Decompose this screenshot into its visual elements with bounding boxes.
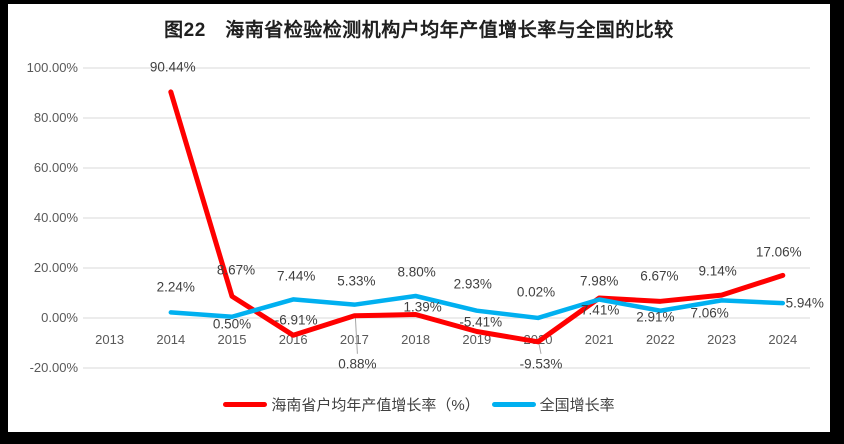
data-point-label: 9.14% [698,263,737,279]
legend-item-hainan: 海南省户均年产值增长率（%） [223,394,480,415]
x-axis-category-label: 2015 [217,332,247,347]
data-point-label: 7.06% [690,305,729,321]
data-point-label: 1.39% [403,299,442,315]
x-axis-category-label: 2018 [401,332,431,347]
data-point-label: 7.98% [580,273,619,289]
y-axis-tick-label: -20.00% [29,360,78,375]
legend-label-hainan: 海南省户均年产值增长率（%） [271,397,480,414]
data-labels-layer: 90.44% 8.67% -6.91% 0.88% 1.39% -5.41% -9.53% 7… [8,4,830,432]
y-axis-tick-label: 60.00% [33,160,78,175]
chart-title: 图22 海南省检验检测机构户均年产值增长率与全国的比较 [164,20,674,41]
label-leader-line [354,317,358,354]
data-point-label: 5.94% [785,295,824,311]
y-axis-tick-label: 40.00% [33,210,78,225]
y-axis-tick-label: 100.00% [26,60,78,75]
x-axis-category-label: 2013 [95,332,125,347]
x-axis-category-label: 2022 [645,332,675,347]
data-point-label: -6.91% [274,312,318,328]
national-series-swatch-icon [491,402,536,407]
data-point-label: 90.44% [149,59,196,75]
x-axis-category-label: 2024 [768,332,798,347]
data-point-label: 2.93% [453,276,492,292]
data-point-label: 7.44% [277,268,316,284]
y-axis-tick-label: 0.00% [41,310,78,325]
chart-legend: 海南省户均年产值增长率（%） 全国增长率 [8,394,830,415]
x-axis-category-label: 2023 [707,332,737,347]
x-axis-category-label: 2017 [339,332,369,347]
data-point-label: 7.41% [581,302,620,318]
x-axis-category-label: 2016 [278,332,308,347]
hainan-series-swatch-icon [223,402,268,407]
x-axis-category-label: 2021 [584,332,614,347]
data-point-label: 2.91% [636,309,675,325]
data-point-label: 0.88% [338,356,377,372]
data-point-label: 8.67% [216,262,256,278]
plot-area [83,67,810,369]
data-point-label: 0.50% [212,316,252,332]
data-point-label: -5.41% [459,314,503,330]
series-line-national [168,293,786,321]
legend-item-national: 全国增长率 [491,394,615,415]
data-point-label: 0.02% [516,284,556,300]
y-axis-tick-label: 20.00% [33,260,78,275]
axis-labels-layer: 100.00% 80.00% 60.00% 40.00% 20.00% 0.00% -20.… [8,4,830,432]
data-point-label: 8.80% [397,264,436,280]
y-axis-tick-label: 80.00% [33,110,78,125]
chart-panel: 图22 海南省检验检测机构户均年产值增长率与全国的比较 100.00% 80.00… [8,4,830,432]
data-point-label: -9.53% [519,356,563,372]
label-leader-line [538,343,542,354]
legend-label-national: 全国增长率 [539,397,615,414]
x-axis-category-label: 2014 [156,332,186,347]
series-line-hainan [168,89,786,345]
x-axis-category-label: 2019 [462,332,492,347]
data-point-label: 5.33% [337,273,376,289]
data-point-label: 17.06% [755,244,802,260]
data-point-label: 2.24% [156,279,195,295]
data-point-label: 6.67% [640,268,679,284]
